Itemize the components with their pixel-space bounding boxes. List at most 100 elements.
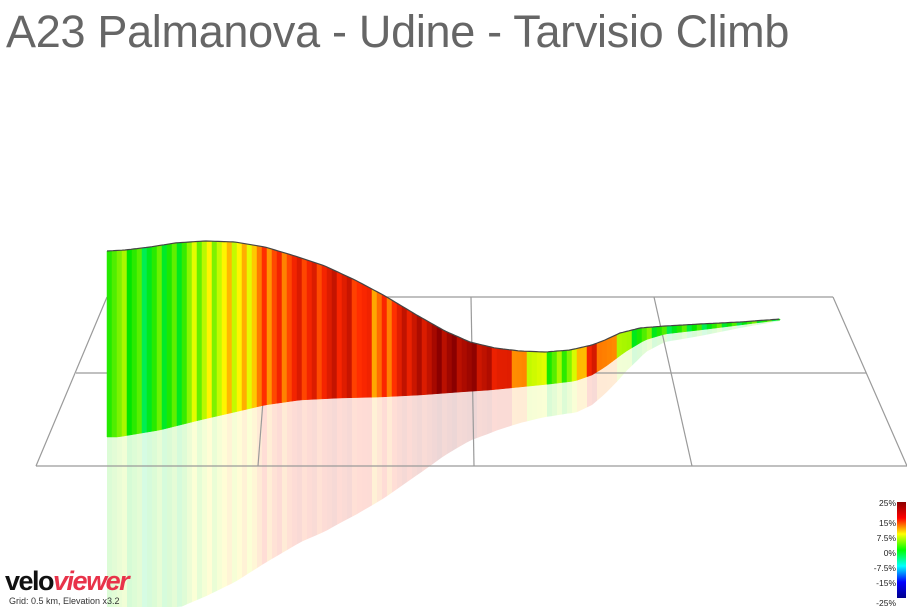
reflection-segment xyxy=(402,395,407,486)
grid-scale-note: Grid: 0.5 km, Elevation x3.2 xyxy=(9,596,120,606)
reflection-segment xyxy=(652,336,657,349)
reflection-segment xyxy=(562,381,567,415)
gradient-segment xyxy=(261,246,268,407)
gradient-segment xyxy=(166,243,173,429)
reflection-segment xyxy=(147,431,152,607)
reflection-segment xyxy=(417,394,422,476)
reflection-segment xyxy=(687,330,692,339)
reflection-segment xyxy=(497,388,502,431)
gradient-segment xyxy=(161,243,168,430)
gradient-segment xyxy=(176,242,183,427)
reflection-segment xyxy=(312,399,317,538)
gradient-segment xyxy=(431,323,438,395)
reflection-segment xyxy=(682,331,687,340)
reflection-segment xyxy=(432,393,437,465)
reflection-segment xyxy=(117,436,122,607)
chart-title: A23 Palmanova - Udine - Tarvisio Climb xyxy=(6,6,790,57)
gradient-segment xyxy=(626,329,633,352)
reflection-segment xyxy=(677,332,682,340)
reflection-segment xyxy=(112,437,117,607)
reflection-segment xyxy=(227,412,232,586)
gradient-segment xyxy=(386,296,393,397)
reflection-segment xyxy=(127,434,132,607)
reflection-segment xyxy=(307,399,312,540)
gradient-segment xyxy=(611,334,618,363)
gradient-segment xyxy=(586,344,593,378)
veloviewer-logo: veloviewer xyxy=(5,566,130,596)
gradient-segment xyxy=(271,248,278,405)
reflection-segment xyxy=(707,328,712,335)
legend-tick: -15% xyxy=(876,578,896,588)
gradient-segment xyxy=(266,247,273,406)
gradient-segment xyxy=(186,241,193,424)
reflection-segment xyxy=(462,391,467,446)
reflection-segment xyxy=(247,408,252,575)
reflection-segment xyxy=(212,416,217,594)
reflection-segment xyxy=(162,428,167,607)
reflection-segment xyxy=(332,398,337,528)
reflection-segment xyxy=(612,358,617,387)
gradient-segment xyxy=(226,241,233,415)
legend-tick: 0% xyxy=(883,548,896,558)
reflection-segment xyxy=(302,399,307,542)
gradient-segment xyxy=(291,254,298,402)
reflection-segment xyxy=(712,327,717,334)
grid-line xyxy=(832,296,907,467)
gradient-segment xyxy=(316,262,323,400)
gradient-segment xyxy=(636,327,643,346)
reflection-segment xyxy=(382,396,387,500)
gradient-segment xyxy=(171,242,178,428)
reflection-segment xyxy=(457,391,462,449)
gradient-segment xyxy=(491,346,498,391)
legend-tick: -25% xyxy=(876,598,896,608)
gradient-segment xyxy=(106,250,113,438)
gradient-segment xyxy=(561,349,568,383)
reflection-segment xyxy=(437,393,442,461)
reflection-segment xyxy=(732,325,737,330)
gradient-segment xyxy=(211,240,218,418)
profile-top-line xyxy=(106,240,780,353)
gradient-segment xyxy=(391,299,398,397)
gradient-segment xyxy=(536,351,543,386)
reflection-segment xyxy=(252,406,257,572)
grid-line xyxy=(653,296,693,467)
reflection-segment xyxy=(132,433,137,607)
gradient-segment xyxy=(231,241,238,413)
gradient-segment xyxy=(571,348,578,382)
reflection-segment xyxy=(207,417,212,596)
gradient-segment xyxy=(706,323,713,330)
reflection-segment xyxy=(512,387,517,426)
reflection-segment xyxy=(557,382,562,416)
gradient-segment xyxy=(311,261,318,400)
gradient-segment xyxy=(681,324,688,333)
reflection-segment xyxy=(232,411,237,584)
gradient-segment xyxy=(601,338,608,370)
gradient-segment xyxy=(656,325,663,337)
gradient-segment xyxy=(596,340,603,373)
logo-part-viewer: viewer xyxy=(53,566,130,596)
gradient-segment xyxy=(206,240,213,419)
reflection-segment xyxy=(377,396,382,503)
reflection-segment xyxy=(622,350,627,376)
gradient-color-bar xyxy=(897,502,906,598)
gradient-segment xyxy=(356,280,363,398)
reflection-segment xyxy=(372,397,377,506)
gradient-segment xyxy=(341,273,348,399)
reflection-segment xyxy=(187,422,192,605)
gradient-segment xyxy=(516,350,523,388)
reflection-segment xyxy=(577,378,582,413)
reflection-segment xyxy=(152,430,157,607)
reflection-segment xyxy=(737,324,742,329)
gradient-segment xyxy=(281,251,288,403)
reflection-segment xyxy=(747,323,752,327)
gradient-segment xyxy=(351,278,358,398)
reflection-segment xyxy=(182,423,187,607)
gradient-segment xyxy=(621,330,628,355)
gradient-segment xyxy=(451,333,458,393)
gradient-segment xyxy=(646,326,653,340)
reflection-segment xyxy=(487,389,492,435)
gradient-segment xyxy=(371,288,378,398)
reflection-segment xyxy=(587,375,592,408)
gradient-segment xyxy=(446,331,453,394)
